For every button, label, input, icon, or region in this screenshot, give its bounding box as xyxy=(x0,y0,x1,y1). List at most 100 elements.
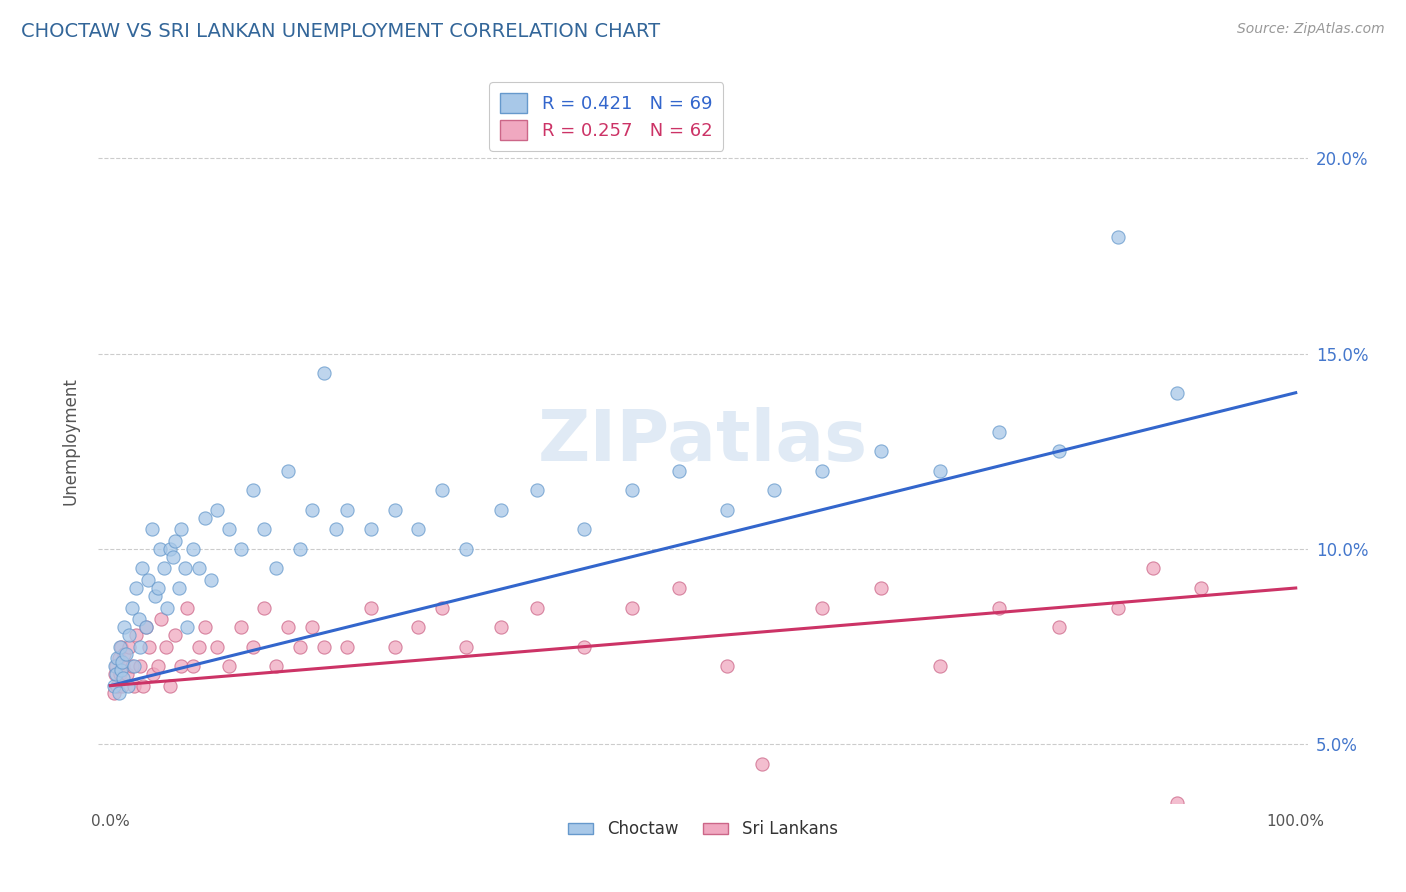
Point xyxy=(869,444,891,458)
Point xyxy=(146,659,169,673)
Point xyxy=(125,628,148,642)
Point xyxy=(105,651,128,665)
Point xyxy=(122,679,145,693)
Point xyxy=(188,640,211,654)
Point xyxy=(288,640,311,654)
Point xyxy=(312,366,335,380)
Point xyxy=(121,659,143,673)
Point xyxy=(301,620,323,634)
Point xyxy=(229,541,252,556)
Point xyxy=(810,464,832,478)
Point xyxy=(1166,385,1188,400)
Point xyxy=(574,640,596,654)
Text: CHOCTAW VS SRI LANKAN UNEMPLOYMENT CORRELATION CHART: CHOCTAW VS SRI LANKAN UNEMPLOYMENT CORRE… xyxy=(21,22,661,41)
Point xyxy=(360,523,382,537)
Point xyxy=(432,483,454,498)
Point xyxy=(312,640,335,654)
Point xyxy=(408,523,430,537)
Point xyxy=(810,600,832,615)
Point xyxy=(526,600,548,615)
Point xyxy=(336,640,359,654)
Point xyxy=(105,667,128,681)
Point xyxy=(176,600,198,615)
Point xyxy=(155,640,177,654)
Point xyxy=(264,561,287,575)
Point xyxy=(150,612,173,626)
Point xyxy=(277,464,299,478)
Point xyxy=(107,651,129,665)
Point xyxy=(138,640,160,654)
Point xyxy=(152,561,174,575)
Point xyxy=(301,503,323,517)
Point xyxy=(105,679,128,693)
Point xyxy=(142,667,165,681)
Point xyxy=(763,483,786,498)
Point xyxy=(159,541,181,556)
Point xyxy=(117,679,139,693)
Point xyxy=(574,523,596,537)
Point xyxy=(128,612,150,626)
Point xyxy=(129,640,152,654)
Point xyxy=(143,589,166,603)
Point xyxy=(988,425,1011,439)
Point xyxy=(668,581,690,595)
Point xyxy=(112,671,135,685)
Point xyxy=(167,581,190,595)
Point xyxy=(454,541,477,556)
Point xyxy=(360,600,382,615)
Point xyxy=(1166,796,1188,810)
Point xyxy=(325,523,347,537)
Point xyxy=(110,663,132,677)
Point xyxy=(159,679,181,693)
Point xyxy=(181,659,204,673)
Point xyxy=(170,659,193,673)
Point xyxy=(194,620,217,634)
Point xyxy=(869,581,891,595)
Point xyxy=(218,659,240,673)
Point xyxy=(264,659,287,673)
Point xyxy=(454,640,477,654)
Point xyxy=(200,573,222,587)
Point xyxy=(188,561,211,575)
Point xyxy=(181,541,204,556)
Point xyxy=(620,600,643,615)
Point xyxy=(170,523,193,537)
Point xyxy=(176,620,198,634)
Point xyxy=(121,600,143,615)
Point xyxy=(384,640,406,654)
Point xyxy=(432,600,454,615)
Point xyxy=(384,503,406,517)
Point xyxy=(135,620,157,634)
Point xyxy=(165,628,187,642)
Point xyxy=(165,534,187,549)
Point xyxy=(668,464,690,478)
Point xyxy=(141,523,163,537)
Point xyxy=(1047,620,1070,634)
Point xyxy=(122,659,145,673)
Point xyxy=(491,620,513,634)
Point xyxy=(114,648,136,662)
Point xyxy=(205,640,228,654)
Point xyxy=(988,600,1011,615)
Point xyxy=(288,541,311,556)
Point xyxy=(132,679,155,693)
Point xyxy=(1107,229,1129,244)
Point xyxy=(135,620,157,634)
Point xyxy=(1107,600,1129,615)
Point xyxy=(105,659,128,673)
Point xyxy=(131,561,153,575)
Point xyxy=(1142,561,1164,575)
Point xyxy=(194,510,217,524)
Point xyxy=(716,659,738,673)
Point xyxy=(115,667,138,681)
Point xyxy=(620,483,643,498)
Point xyxy=(108,667,131,681)
Point xyxy=(108,640,131,654)
Point xyxy=(336,503,359,517)
Point xyxy=(491,503,513,517)
Point xyxy=(751,756,773,771)
Point xyxy=(103,686,125,700)
Point xyxy=(929,659,952,673)
Point xyxy=(104,659,127,673)
Point xyxy=(229,620,252,634)
